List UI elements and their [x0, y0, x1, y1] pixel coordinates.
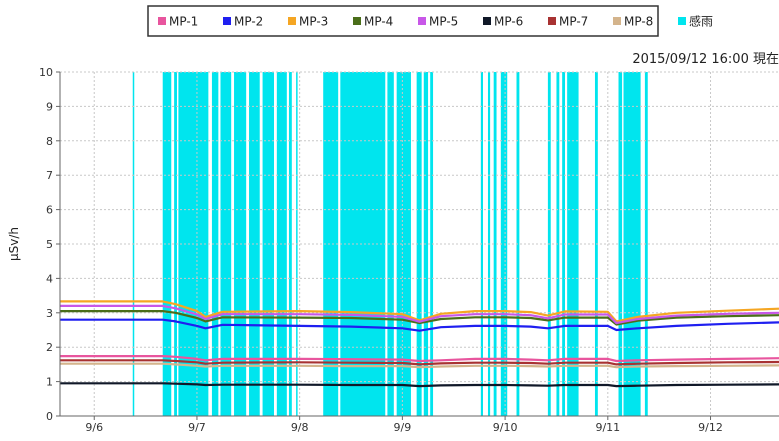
legend-item-感雨: 感雨	[678, 14, 713, 29]
y-tick-label: 5	[46, 238, 53, 251]
legend-item-mp-5: MP-5	[418, 15, 458, 29]
series-line-mp-4	[60, 310, 779, 326]
y-tick-label: 0	[46, 410, 53, 423]
legend-label: MP-8	[624, 15, 653, 29]
series-line-mp-5	[60, 304, 779, 325]
x-tick-label: 9/6	[85, 421, 103, 434]
legend-item-mp-1: MP-1	[158, 15, 198, 29]
rain-band	[323, 72, 339, 416]
y-tick-label: 7	[46, 169, 53, 182]
legend-item-mp-8: MP-8	[613, 15, 653, 29]
rain-band	[211, 72, 219, 416]
x-tick-label: 9/12	[698, 421, 723, 434]
legend-swatch	[158, 17, 166, 25]
series-line-mp-6	[60, 382, 779, 388]
series-line-mp-2	[60, 318, 779, 332]
legend-item-mp-4: MP-4	[353, 15, 393, 29]
legend-item-mp-6: MP-6	[483, 15, 523, 29]
y-tick-label: 4	[46, 272, 53, 285]
rain-band	[416, 72, 422, 416]
legend-label: MP-4	[364, 15, 393, 29]
series-line-mp-7	[60, 359, 779, 366]
legend: MP-1 MP-2 MP-3 MP-4 MP-5 MP-6 MP-7 MP-8 感雨	[147, 5, 713, 37]
legend-label: MP-7	[559, 15, 588, 29]
legend-swatch	[223, 17, 231, 25]
series-line-mp-3	[60, 300, 779, 323]
legend-swatch	[548, 17, 556, 25]
rain-band	[644, 72, 648, 416]
rain-band	[174, 72, 177, 416]
series-layer	[60, 300, 779, 388]
x-tick-label: 9/11	[595, 421, 620, 434]
rain-band	[430, 72, 434, 416]
rain-band	[288, 72, 292, 416]
y-tick-label: 1	[46, 376, 53, 389]
axis-layer: 0 1 2 3 4 5 6 7 8 9 10 9/6 9/7 9/8 9/9 9/10 9/11 9/12	[39, 66, 779, 434]
y-axis-label: μSv/h	[7, 227, 21, 261]
x-tick-label: 9/10	[493, 421, 518, 434]
legend-label: MP-5	[429, 15, 458, 29]
rain-band	[340, 72, 386, 416]
x-tick-label: 9/8	[291, 421, 309, 434]
legend-swatch	[353, 17, 361, 25]
x-tick-label: 9/7	[188, 421, 206, 434]
legend-label: MP-2	[234, 15, 263, 29]
rain-band	[493, 72, 497, 416]
legend-swatch	[613, 17, 621, 25]
grid-layer	[60, 71, 779, 416]
legend-label: MP-6	[494, 15, 523, 29]
legend-swatch	[483, 17, 491, 25]
legend-label: MP-1	[169, 15, 198, 29]
legend-swatch	[678, 17, 686, 25]
series-line-mp-1	[60, 355, 779, 363]
y-tick-label: 10	[39, 66, 53, 79]
legend-item-mp-7: MP-7	[548, 15, 588, 29]
y-tick-label: 8	[46, 135, 53, 148]
rain-band	[162, 72, 172, 416]
legend-item-mp-2: MP-2	[223, 15, 263, 29]
legend-label: 感雨	[689, 14, 713, 29]
legend-swatch	[418, 17, 426, 25]
legend-label: MP-3	[299, 15, 328, 29]
rain-band	[562, 72, 566, 416]
legend-box	[147, 5, 659, 37]
legend-item-mp-3: MP-3	[288, 15, 328, 29]
timestamp-label: 2015/09/12 16:00 現在	[632, 52, 779, 67]
legend-swatch	[288, 17, 296, 25]
y-tick-label: 6	[46, 204, 53, 217]
y-tick-label: 3	[46, 307, 53, 320]
y-tick-label: 2	[46, 341, 53, 354]
x-tick-label: 9/9	[394, 421, 412, 434]
y-tick-label: 9	[46, 100, 53, 113]
series-line-mp-8	[60, 362, 779, 369]
rain-band	[249, 72, 260, 416]
rain-band	[387, 72, 394, 416]
